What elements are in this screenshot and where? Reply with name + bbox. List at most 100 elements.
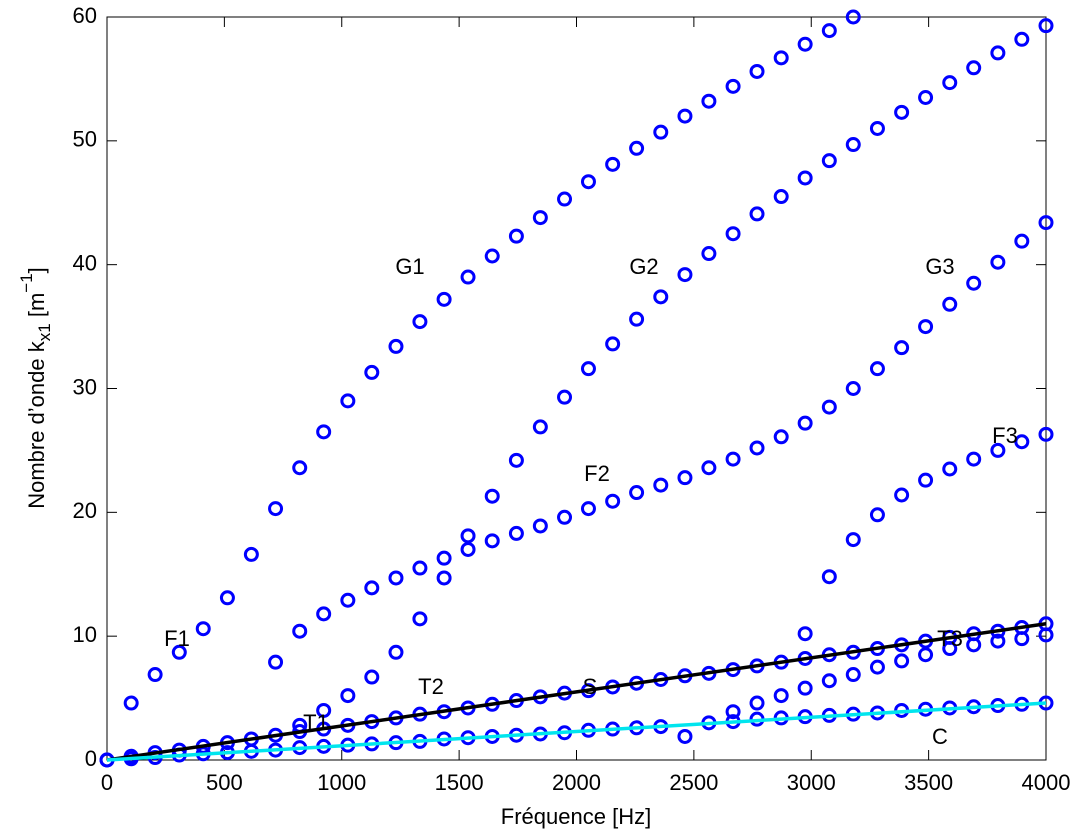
marker — [436, 291, 452, 307]
marker — [340, 688, 356, 704]
marker — [316, 606, 332, 622]
marker — [990, 633, 1006, 649]
y-label-part: [m — [24, 293, 49, 324]
marker — [869, 507, 885, 523]
y-tick-label: 30 — [73, 374, 97, 399]
marker — [436, 550, 452, 566]
marker — [701, 93, 717, 109]
marker — [821, 673, 837, 689]
marker — [580, 361, 596, 377]
annotation: F1 — [164, 626, 190, 651]
marker — [557, 191, 573, 207]
x-tick-label: 1500 — [435, 770, 484, 795]
x-tick-label: 500 — [206, 770, 243, 795]
marker — [797, 680, 813, 696]
marker — [629, 140, 645, 156]
y-label-part: Nombre d’onde k — [24, 340, 49, 509]
marker — [557, 389, 573, 405]
marker — [580, 501, 596, 517]
marker — [1038, 18, 1054, 34]
x-tick-label: 3500 — [904, 770, 953, 795]
marker — [629, 485, 645, 501]
marker — [701, 460, 717, 476]
marker — [629, 311, 645, 327]
marker — [869, 361, 885, 377]
y-tick-label: 50 — [73, 127, 97, 152]
marker — [821, 569, 837, 585]
marker — [195, 621, 211, 637]
marker — [508, 228, 524, 244]
marker — [605, 336, 621, 352]
y-tick-label: 60 — [73, 3, 97, 28]
marker — [677, 108, 693, 124]
marker — [412, 314, 428, 330]
marker — [725, 226, 741, 242]
marker — [918, 89, 934, 105]
marker — [1014, 434, 1030, 450]
x-tick-label: 1000 — [317, 770, 366, 795]
marker — [845, 9, 861, 25]
annotation: F3 — [992, 423, 1018, 448]
marker — [412, 560, 428, 576]
marker — [532, 419, 548, 435]
marker — [292, 460, 308, 476]
marker — [845, 137, 861, 153]
x-tick-label: 2500 — [669, 770, 718, 795]
annotation: T3 — [937, 626, 963, 651]
marker — [677, 267, 693, 283]
marker — [966, 60, 982, 76]
marker — [171, 644, 187, 660]
marker — [147, 667, 163, 683]
x-tick-label: 2000 — [552, 770, 601, 795]
y-label-superscript: −1 — [17, 273, 36, 292]
marker — [508, 452, 524, 468]
reference-line — [106, 701, 1047, 762]
marker — [869, 659, 885, 675]
marker — [821, 153, 837, 169]
marker — [942, 296, 958, 312]
x-tick-label: 4000 — [1022, 770, 1071, 795]
marker — [821, 23, 837, 39]
marker — [773, 429, 789, 445]
marker — [388, 570, 404, 586]
marker — [797, 626, 813, 642]
marker — [942, 641, 958, 657]
marker — [942, 461, 958, 477]
annotation: G2 — [629, 254, 658, 279]
marker — [1014, 631, 1030, 647]
x-axis-label: Fréquence [Hz] — [501, 804, 651, 829]
marker — [316, 702, 332, 718]
marker — [364, 364, 380, 380]
annotation: T2 — [418, 674, 444, 699]
marker — [773, 688, 789, 704]
marker — [797, 170, 813, 186]
marker — [966, 637, 982, 653]
marker — [990, 442, 1006, 458]
marker — [557, 509, 573, 525]
x-tick-label: 0 — [101, 770, 113, 795]
marker — [942, 75, 958, 91]
annotation: C — [932, 724, 948, 749]
marker — [123, 695, 139, 711]
marker — [966, 451, 982, 467]
marker — [364, 580, 380, 596]
marker — [1038, 627, 1054, 643]
marker — [894, 340, 910, 356]
y-label-subscript: x1 — [35, 323, 54, 341]
marker — [894, 104, 910, 120]
marker — [773, 50, 789, 66]
y-axis-label: Nombre d’onde kx1 [m−1] — [17, 267, 54, 509]
annotation: G3 — [925, 254, 954, 279]
marker — [460, 269, 476, 285]
marker — [243, 546, 259, 562]
marker — [749, 206, 765, 222]
marker — [749, 440, 765, 456]
marker — [653, 289, 669, 305]
marker — [460, 528, 476, 544]
marker — [653, 124, 669, 140]
marker — [725, 451, 741, 467]
x-tick-label: 3000 — [787, 770, 836, 795]
marker — [725, 704, 741, 720]
